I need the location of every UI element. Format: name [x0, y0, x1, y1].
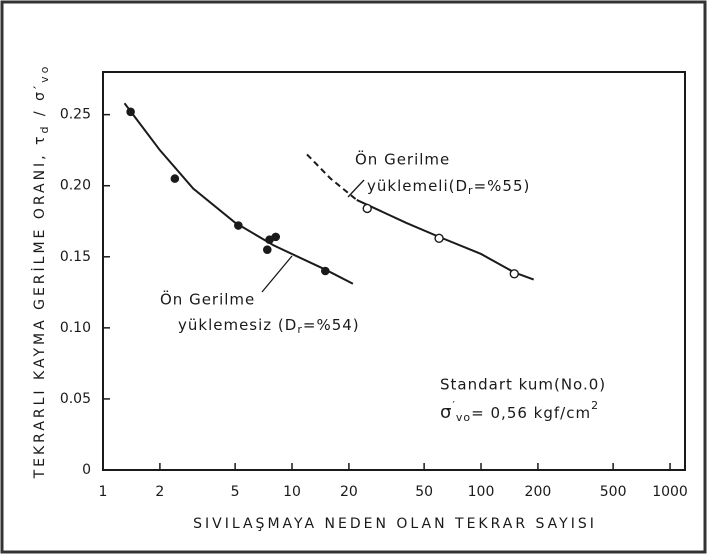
- x-tick-label: 50: [415, 484, 433, 500]
- annotation: σ′vo= 0,56 kgf/cm2: [440, 399, 599, 424]
- x-tick-label: 10: [283, 484, 301, 500]
- y-label-part: TEKRARLI KAYMA GERİLME ORANI, τ: [30, 133, 48, 479]
- x-tick-label: 1: [99, 484, 108, 500]
- leader-line: [261, 255, 293, 293]
- x-axis-label: SIVILAŞMAYA NEDEN OLAN TEKRAR SAYISI: [193, 516, 597, 532]
- y-tick-label: 0.05: [60, 391, 91, 407]
- y-tick-label: 0.15: [60, 249, 91, 265]
- data-point: [434, 233, 444, 244]
- data-point: [126, 107, 135, 117]
- annotation-part: yüklemeli(D: [367, 177, 468, 195]
- annotation: yüklemesiz (Dr=%54): [178, 316, 360, 337]
- annotation: Standart kum(No.0): [440, 376, 606, 394]
- annotation-part: yüklemesiz (D: [178, 316, 297, 334]
- annotation-part: = 0,56 kgf/cm: [471, 404, 591, 422]
- y-axis-label: TEKRARLI KAYMA GERİLME ORANI, τd / σ′vo: [30, 64, 51, 480]
- y-label-sub: d: [38, 124, 51, 134]
- annotation: Ön Gerilme: [160, 290, 255, 309]
- x-tick-label: 100: [468, 484, 495, 500]
- annotation-part: =%54): [303, 316, 360, 334]
- y-tick-label: 0.10: [60, 320, 91, 336]
- data-point: [170, 174, 180, 183]
- x-tick-label: 500: [600, 484, 627, 500]
- annotation-sup: 2: [591, 399, 599, 412]
- data-point: [271, 232, 281, 242]
- data-point: [362, 203, 372, 214]
- x-tick-label: 2: [155, 484, 164, 500]
- annotation: Ön Gerilme: [355, 150, 450, 169]
- y-tick-label: 0.25: [60, 107, 91, 123]
- leader-line: [347, 179, 365, 198]
- fit-curve: [123, 102, 354, 285]
- plot-frame: [102, 71, 686, 471]
- y-label-part: / σ′: [32, 83, 48, 124]
- data-point: [320, 266, 330, 276]
- annotation-part: =%55): [474, 177, 531, 195]
- data-point: [509, 269, 520, 279]
- fit-curve: [356, 199, 535, 281]
- annotation-part: σ: [440, 402, 452, 423]
- data-point: [234, 221, 243, 230]
- fit-curve: [306, 153, 358, 201]
- x-tick-label: 20: [340, 484, 358, 500]
- y-tick-label: 0.20: [60, 178, 91, 194]
- annotation-sub: r: [468, 184, 474, 197]
- annotation-sub: r: [297, 323, 303, 336]
- data-point: [262, 245, 272, 254]
- x-tick-label: 200: [525, 484, 552, 500]
- x-tick-label: 5: [231, 484, 240, 500]
- y-tick-label: 0: [82, 462, 91, 478]
- annotation-sup: ′: [452, 399, 456, 412]
- annotation: yüklemeli(Dr=%55): [367, 177, 530, 198]
- y-label-sub: vo: [38, 64, 51, 83]
- annotation-sub: vo: [456, 411, 471, 424]
- x-tick-label: 1000: [652, 484, 688, 500]
